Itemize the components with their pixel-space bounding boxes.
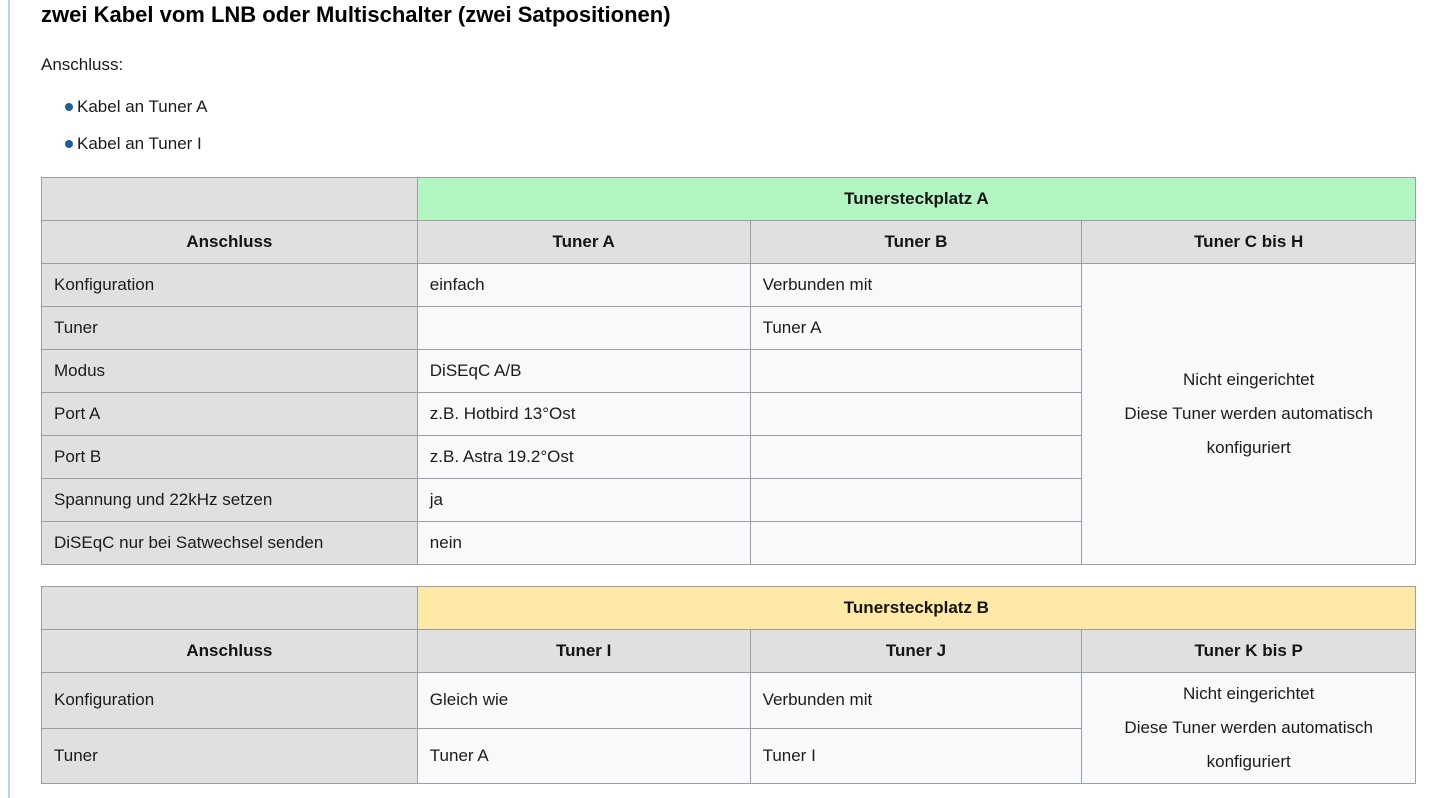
row-label-cell: Port B <box>41 435 418 479</box>
row-label-cell: Modus <box>41 349 418 393</box>
data-cell <box>749 435 1083 479</box>
row-label-cell: Konfiguration <box>41 672 418 729</box>
banner-spacer-cell <box>41 177 418 221</box>
banner-cell: Tunersteckplatz A <box>416 177 1417 221</box>
table-row: DiSEqC nur bei Satwechsel senden nein <box>41 521 1416 565</box>
anschluss-bullet-list: Kabel an Tuner A Kabel an Tuner I <box>41 97 1416 154</box>
table-row: Konfiguration einfach Verbunden mit Nicht e… <box>41 263 1416 565</box>
data-cell: z.B. Hotbird 13°Ost <box>416 392 751 436</box>
column-header-cell: Tuner J <box>749 629 1083 673</box>
column-header-cell: Tuner B <box>749 220 1083 264</box>
banner-row: Tunersteckplatz B <box>41 586 1417 630</box>
column-header-cell: Tuner A <box>416 220 751 264</box>
table-body: Tunersteckplatz A Anschluss Tuner A Tuner B… <box>41 177 1417 565</box>
column-header-cell: Tuner C bis H <box>1081 220 1416 264</box>
article-content: zwei Kabel vom LNB oder Multischalter (z… <box>41 0 1417 784</box>
table-row: Modus DiSEqC A/B <box>41 349 1416 393</box>
data-cell: Verbunden mit <box>749 672 1083 729</box>
data-cell: Tuner I <box>749 727 1083 784</box>
banner-row: Tunersteckplatz A <box>41 177 1417 221</box>
column-header-cell: Tuner K bis P <box>1081 629 1416 673</box>
tunersteckplatz-a-table: Tunersteckplatz A Anschluss Tuner A Tuner B… <box>41 177 1417 565</box>
span-cell-line: Diese Tuner werden automatisch <box>1124 404 1373 423</box>
list-item-label: Kabel an Tuner I <box>77 134 202 153</box>
column-header-cell: Anschluss <box>41 629 418 673</box>
row-label-cell: Port A <box>41 392 418 436</box>
bullet-dot-icon <box>65 140 73 148</box>
data-cell: z.B. Astra 19.2°Ost <box>416 435 751 479</box>
page-title: zwei Kabel vom LNB oder Multischalter (z… <box>41 2 671 27</box>
list-item: Kabel an Tuner A <box>41 97 1416 117</box>
row-label-cell: Spannung und 22kHz setzen <box>41 478 418 522</box>
data-cell <box>749 521 1083 565</box>
data-cell: nein <box>416 521 751 565</box>
row-label-cell: Tuner <box>41 727 418 784</box>
data-cell <box>749 478 1083 522</box>
column-header-cell: Anschluss <box>41 220 418 264</box>
data-cell <box>749 349 1083 393</box>
data-cell: einfach <box>416 263 751 307</box>
auto-config-span-cell: Nicht eingerichtet Diese Tuner werden aut… <box>1081 672 1416 784</box>
bullet-dot-icon <box>65 103 73 111</box>
data-cell: DiSEqC A/B <box>416 349 751 393</box>
table-body: Tunersteckplatz B Anschluss Tuner I Tuner J… <box>41 586 1417 784</box>
banner-cell: Tunersteckplatz B <box>416 586 1417 630</box>
data-cell <box>749 392 1083 436</box>
span-cell-line: konfiguriert <box>1206 752 1291 771</box>
banner-spacer-cell <box>41 586 418 630</box>
anschluss-label: Anschluss: <box>41 55 124 74</box>
row-label-cell: DiSEqC nur bei Satwechsel senden <box>41 521 418 565</box>
auto-config-span-cell: Nicht eingerichtet Diese Tuner werden aut… <box>1081 263 1416 565</box>
column-header-row: Anschluss Tuner I Tuner J Tuner K bis P <box>41 629 1416 673</box>
data-cell: ja <box>416 478 751 522</box>
row-label-cell: Tuner <box>41 306 418 350</box>
data-cell: Tuner A <box>416 727 751 784</box>
span-cell-line: Nicht eingerichtet <box>1183 370 1315 389</box>
content-left-border <box>8 0 10 798</box>
data-cell: Gleich wie <box>416 672 751 729</box>
data-cell <box>416 306 751 350</box>
span-cell-line: Diese Tuner werden automatisch <box>1124 718 1373 737</box>
list-item: Kabel an Tuner I <box>41 134 1416 154</box>
table-row: Konfiguration Gleich wie Verbunden mit Nich… <box>41 672 1416 784</box>
span-cell-line: konfiguriert <box>1206 438 1291 457</box>
row-label-cell: Konfiguration <box>41 263 418 307</box>
table-row: Tuner Tuner A <box>41 306 1416 350</box>
span-cell-line: Nicht eingerichtet <box>1183 684 1315 703</box>
tunersteckplatz-b-table: Tunersteckplatz B Anschluss Tuner I Tuner J… <box>41 586 1417 784</box>
column-header-row: Anschluss Tuner A Tuner B Tuner C bis H <box>41 220 1416 264</box>
data-cell: Verbunden mit <box>749 263 1083 307</box>
list-item-label: Kabel an Tuner A <box>77 97 208 116</box>
table-row: Tuner Tuner A Tuner I <box>41 727 1416 784</box>
column-header-cell: Tuner I <box>416 629 751 673</box>
data-cell: Tuner A <box>749 306 1083 350</box>
